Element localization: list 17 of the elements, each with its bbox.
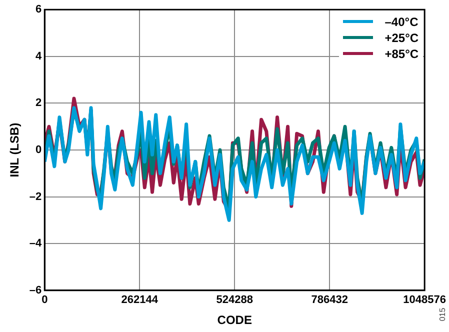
y-tick-label: 0	[36, 144, 42, 156]
legend-label: –40°C	[384, 14, 418, 29]
y-axis-title: INL (LSB)	[8, 122, 22, 178]
y-tick-label: –2	[29, 190, 42, 203]
legend-label: +85°C	[384, 46, 419, 61]
x-tick-label: 786432	[311, 294, 348, 306]
y-tick-label: –6	[29, 284, 42, 296]
y-tick-label: –4	[29, 238, 43, 250]
x-tick-label: 1048576	[403, 294, 446, 306]
y-tick-label: 6	[36, 4, 42, 16]
x-tick-label: 524288	[216, 294, 253, 306]
x-tick-label: 262144	[121, 294, 159, 306]
text: 015	[438, 308, 448, 322]
y-tick-label: 4	[36, 50, 43, 62]
y-tick-label: 2	[36, 97, 42, 110]
x-axis-title: CODE	[217, 313, 252, 328]
legend-label: +25°C	[384, 30, 419, 45]
